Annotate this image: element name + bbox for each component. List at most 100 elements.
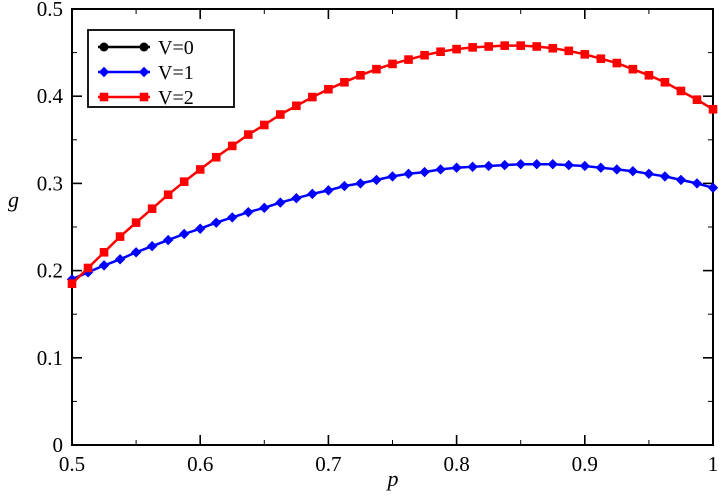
square-marker [420, 50, 429, 60]
x-tick-label: 0.5 [59, 452, 85, 476]
diamond-marker [355, 178, 366, 189]
diamond-marker [138, 66, 150, 78]
y-tick-label: 0.4 [37, 84, 64, 108]
diamond-marker [435, 164, 446, 175]
square-marker [436, 47, 445, 57]
diamond-marker [195, 223, 206, 234]
circle-marker [139, 42, 149, 52]
square-marker [227, 141, 237, 151]
diamond-marker [211, 217, 222, 228]
diamond-marker [627, 165, 639, 177]
diamond-marker [323, 185, 334, 196]
square-marker [260, 120, 269, 130]
diamond-marker [227, 212, 238, 223]
y-tick-label: 0.2 [37, 259, 63, 283]
square-marker [548, 43, 558, 53]
square-marker [564, 46, 574, 56]
legend: V=0 V=1 V=2 [87, 29, 235, 109]
legend-box [87, 29, 235, 108]
square-marker [83, 263, 93, 273]
square-marker [404, 55, 413, 64]
legend-entry-v0: V=0 [98, 37, 194, 59]
diamond-marker [419, 166, 430, 178]
square-marker [211, 152, 221, 162]
square-marker [115, 232, 125, 241]
y-tick-label: 0 [53, 433, 64, 457]
x-tick-labels: 0.5 0.6 0.7 0.8 0.9 1 [59, 452, 718, 476]
axis-ticks [71, 8, 714, 446]
diamond-marker [531, 159, 542, 170]
x-tick-label: 0.6 [187, 452, 213, 476]
legend-label: V=1 [158, 62, 194, 84]
square-marker [372, 64, 381, 74]
diamond-marker [483, 160, 494, 172]
diamond-marker [547, 159, 558, 170]
square-marker [292, 101, 301, 111]
series-v2 [67, 41, 718, 288]
diamond-marker [178, 228, 190, 240]
square-marker [356, 70, 365, 80]
square-marker [99, 92, 109, 102]
square-marker [580, 50, 590, 59]
diamond-marker [275, 197, 286, 208]
diamond-marker [291, 193, 302, 204]
y-axis-label: g [8, 187, 19, 212]
diamond-marker [387, 171, 398, 182]
diamond-marker [371, 174, 382, 186]
square-marker [139, 92, 149, 102]
diamond-marker [339, 180, 350, 192]
square-marker [660, 77, 670, 87]
square-marker [195, 165, 205, 174]
y-tick-label: 0.1 [37, 346, 63, 370]
square-marker [340, 77, 349, 87]
square-marker [388, 59, 397, 69]
diamond-marker [563, 159, 574, 171]
diamond-marker [675, 174, 687, 186]
diamond-marker [259, 202, 270, 214]
diamond-marker [146, 240, 158, 252]
diamond-marker [243, 206, 254, 218]
square-marker [500, 41, 509, 50]
diamond-marker [579, 160, 590, 172]
square-marker [484, 42, 493, 51]
legend-entry-v2: V=2 [98, 87, 194, 109]
diamond-marker [98, 66, 110, 78]
series-v1 [66, 159, 719, 285]
x-tick-label: 0.8 [443, 452, 469, 476]
x-tick-label: 1 [708, 452, 719, 476]
diamond-marker [595, 162, 607, 173]
diamond-marker [691, 178, 703, 189]
diamond-marker [467, 161, 478, 173]
circle-marker [99, 42, 109, 52]
y-tick-label: 0.3 [37, 171, 63, 195]
square-marker [516, 41, 525, 50]
diamond-marker [643, 168, 655, 180]
square-marker [628, 64, 638, 74]
legend-label: V=2 [158, 87, 194, 109]
x-axis-label: p [386, 466, 399, 491]
square-marker [163, 190, 173, 200]
square-marker [147, 204, 157, 213]
diamond-marker [162, 234, 174, 246]
square-marker [324, 84, 333, 94]
square-marker [99, 247, 109, 257]
square-marker [131, 218, 141, 227]
square-marker [179, 177, 189, 186]
square-marker [452, 44, 461, 54]
square-marker [692, 95, 702, 104]
diamond-marker [307, 188, 318, 200]
data-series [66, 41, 719, 288]
square-marker [276, 110, 285, 119]
y-tick-labels: 0 0.1 0.2 0.3 0.4 0.5 [37, 0, 64, 457]
diamond-marker [451, 162, 462, 173]
diamond-marker [403, 168, 414, 180]
square-marker [308, 92, 317, 102]
y-tick-label: 0.5 [37, 0, 63, 21]
legend-label: V=0 [158, 37, 194, 59]
diamond-marker [659, 171, 671, 182]
diamond-marker [499, 159, 510, 171]
square-marker [596, 54, 606, 64]
diamond-marker [515, 159, 526, 170]
legend-entry-v1: V=1 [98, 62, 194, 84]
